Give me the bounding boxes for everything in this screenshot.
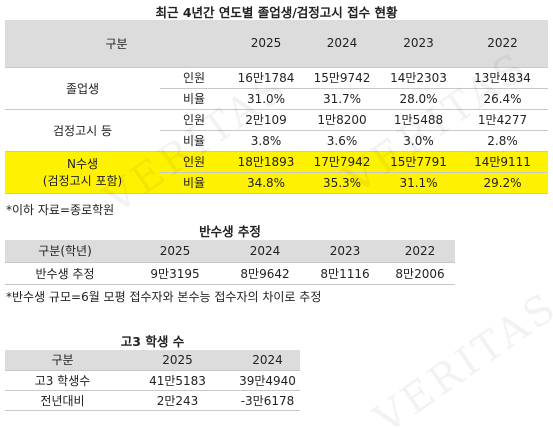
cell: 26.4% — [457, 88, 548, 110]
row: N수생 (검정고시 포함) 인원 18만1893 17만7942 15만7791 14만91… — [5, 151, 548, 194]
note: *이하 자료=종로학원 — [6, 203, 115, 217]
header-cell: 2024 — [304, 20, 380, 68]
cell: 29.2% — [457, 172, 548, 194]
cell: 34.8% — [228, 172, 304, 194]
cell: 15만9742 — [304, 67, 380, 89]
row: 비율 34.8% 35.3% 31.1% 29.2% — [5, 172, 548, 194]
cell: 1만5488 — [380, 109, 457, 131]
row: 검정고시 등 인원 2만109 1만8200 1만5488 1만4277 — [5, 109, 548, 152]
cell: 31.7% — [304, 88, 380, 110]
row: 비율 31.0% 31.7% 28.0% 26.4% — [5, 88, 548, 110]
cell: 14만2303 — [380, 67, 457, 89]
row-label: 인원 — [160, 151, 228, 173]
group-name: 졸업생 — [65, 81, 100, 96]
group-name: N수생 — [66, 157, 99, 171]
header-cell: 2024 — [235, 350, 300, 371]
cell: 2.8% — [457, 130, 548, 152]
header-row: 구분 2025 2024 2023 2022 — [5, 20, 548, 68]
cell: -3만6178 — [235, 390, 300, 411]
row: 반수생 추정 9만3195 8만9642 8만1116 8만2006 — [5, 262, 455, 285]
cell: 3.0% — [380, 130, 457, 152]
cell: 18만1893 — [228, 151, 304, 173]
row-label: 비율 — [160, 88, 228, 110]
row-label: 인원 — [160, 67, 228, 89]
cell: 1만8200 — [304, 109, 380, 131]
cell: 31.0% — [228, 88, 304, 110]
cell: 41만5183 — [120, 370, 235, 391]
cell: 8만9642 — [225, 262, 305, 285]
cell: 2만109 — [228, 109, 304, 131]
cell: 13만4834 — [457, 67, 548, 89]
group-cell: N수생 (검정고시 포함) — [5, 151, 160, 194]
cell: 2만243 — [120, 390, 235, 411]
header-cell: 2022 — [385, 240, 455, 263]
table-1: 구분 2025 2024 2023 2022 졸업생 인원 16만1784 15만9742 14만… — [5, 20, 548, 194]
row-label: 인원 — [160, 109, 228, 131]
header-cell: 2025 — [125, 240, 225, 263]
header-cell: 2025 — [228, 20, 304, 68]
title: 최근 4년간 연도별 졸업생/검정고시 접수 현황 — [155, 5, 398, 20]
row: 고3 학생수 41만5183 39만4940 — [5, 370, 300, 391]
header-cell: 구분(학년) — [5, 240, 125, 263]
group-cell: 졸업생 — [5, 67, 160, 110]
row: 졸업생 인원 16만1784 15만9742 14만2303 13만4834 — [5, 67, 548, 110]
cell: 반수생 추정 — [5, 262, 125, 285]
cell: 16만1784 — [228, 67, 304, 89]
table-2: 구분(학년) 2025 2024 2023 2022 반수생 추정 9만3195 8만9642… — [5, 240, 455, 285]
group-name: 검정고시 등 — [52, 123, 112, 138]
table-title: 반수생 추정 — [199, 224, 261, 239]
watermark: VERITAS — [366, 283, 553, 428]
header-cell: 2024 — [225, 240, 305, 263]
note: *반수생 규모=6월 모평 접수자와 본수능 접수자의 차이로 추정 — [6, 290, 322, 304]
table-title: 고3 학생 수 — [120, 334, 185, 349]
row: 전년대비 2만243 -3만6178 — [5, 390, 300, 411]
header-row: 구분(학년) 2025 2024 2023 2022 — [5, 240, 455, 263]
cell: 17만7942 — [304, 151, 380, 173]
cell: 39만4940 — [235, 370, 300, 391]
cell: 8만1116 — [305, 262, 385, 285]
cell: 1만4277 — [457, 109, 548, 131]
cell: 31.1% — [380, 172, 457, 194]
header-cell: 구분 — [5, 350, 120, 371]
cell: 8만2006 — [385, 262, 455, 285]
row: 비율 3.8% 3.6% 3.0% 2.8% — [5, 130, 548, 152]
cell: 고3 학생수 — [5, 370, 120, 391]
header-cell: 2025 — [120, 350, 235, 371]
header-row: 구분 2025 2024 — [5, 350, 300, 371]
group-name: (검정고시 포함) — [42, 174, 123, 188]
cell: 14만9111 — [457, 151, 548, 173]
cell: 28.0% — [380, 88, 457, 110]
row-label: 비율 — [160, 130, 228, 152]
cell: 15만7791 — [380, 151, 457, 173]
group-cell: 검정고시 등 — [5, 109, 160, 152]
header-cell: 2022 — [457, 20, 548, 68]
cell: 3.8% — [228, 130, 304, 152]
row-label: 비율 — [160, 172, 228, 194]
header-cell: 구분 — [5, 20, 228, 68]
header-cell: 2023 — [380, 20, 457, 68]
header-cell: 2023 — [305, 240, 385, 263]
cell: 35.3% — [304, 172, 380, 194]
table-3: 구분 2025 2024 고3 학생수 41만5183 39만4940 전년대비 2만243-… — [5, 350, 300, 411]
cell: 3.6% — [304, 130, 380, 152]
cell: 전년대비 — [5, 390, 120, 411]
cell: 9만3195 — [125, 262, 225, 285]
